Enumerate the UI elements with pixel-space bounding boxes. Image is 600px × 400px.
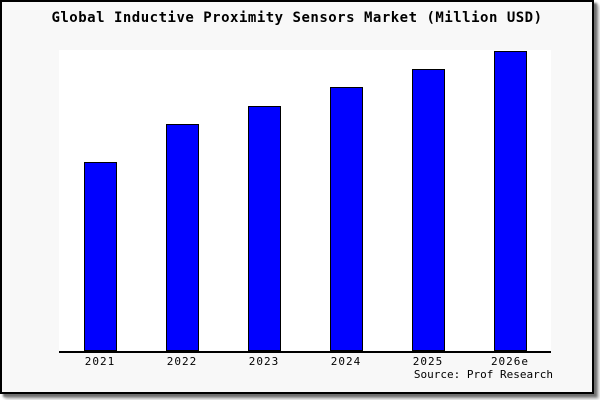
x-tick-label-2025: 2025 <box>412 355 444 368</box>
x-tick-label-2022: 2022 <box>166 355 198 368</box>
plot-area: 2021 2022 2023 2024 2025 2026e <box>59 50 551 368</box>
x-tick-label-2024: 2024 <box>330 355 362 368</box>
x-tick-label-2021: 2021 <box>84 355 116 368</box>
bar-2023 <box>247 106 281 351</box>
x-tick-label-2023: 2023 <box>248 355 280 368</box>
bar-2026e <box>493 51 527 351</box>
source-label: Source: Prof Research <box>413 368 553 381</box>
x-tick-label-2026e: 2026e <box>490 355 530 368</box>
bar-2024 <box>329 87 363 351</box>
chart-frame: Global Inductive Proximity Sensors Marke… <box>0 0 594 394</box>
bar-2021 <box>83 162 117 351</box>
bar-2022 <box>165 124 199 351</box>
bar-2025 <box>411 69 445 351</box>
chart-title: Global Inductive Proximity Sensors Marke… <box>51 10 543 26</box>
